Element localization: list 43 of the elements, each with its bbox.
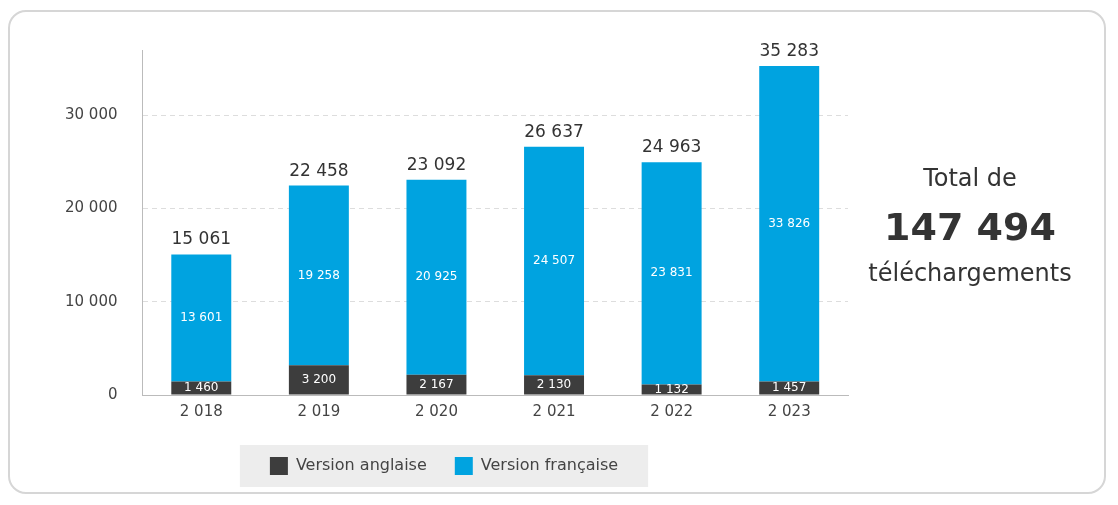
data-label: 1 132 [654, 381, 689, 396]
bar [524, 375, 585, 395]
x-tick-label: 2 023 [767, 401, 811, 420]
data-label: 1 460 [184, 380, 219, 395]
bar [759, 66, 820, 382]
x-tick-label: 2 019 [297, 401, 341, 420]
data-label: 1 457 [772, 380, 807, 395]
data-label: 3 200 [301, 371, 337, 386]
bar [524, 146, 585, 376]
text: téléchargements [868, 259, 1072, 288]
legend-label: Version française [480, 455, 619, 475]
y-tick-label: 0 [107, 384, 118, 403]
legend-label: Version anglaise [295, 455, 427, 475]
y-tick-label: 20 000 [64, 198, 118, 217]
x-tick-label: 2 018 [179, 401, 223, 420]
total-label: 24 963 [641, 136, 702, 157]
bar [406, 179, 467, 375]
bar [759, 381, 820, 395]
text: Total de [922, 164, 1017, 193]
data-label: 20 925 [415, 269, 458, 284]
total-label: 15 061 [171, 228, 232, 249]
bar [641, 162, 702, 385]
y-tick-label: 30 000 [64, 105, 118, 124]
y-tick-label: 10 000 [64, 291, 118, 310]
data-label: 24 507 [533, 253, 576, 268]
data-label: 2 167 [419, 376, 454, 391]
data-label: 13 601 [180, 310, 223, 325]
bar [171, 254, 232, 382]
x-tick-label: 2 020 [414, 401, 458, 420]
text: 147 494 [884, 204, 1056, 249]
total-label: 23 092 [406, 153, 467, 174]
bar [288, 365, 349, 395]
total-label: 22 458 [289, 159, 349, 180]
data-label: 19 258 [297, 267, 340, 282]
bar [406, 374, 467, 395]
total-label: 35 283 [759, 39, 819, 60]
data-label: 33 826 [768, 215, 811, 230]
data-label: 23 831 [650, 265, 693, 280]
bar [288, 185, 349, 366]
x-tick-label: 2 021 [532, 401, 576, 420]
data-label: 2 130 [536, 376, 572, 391]
x-tick-label: 2 022 [650, 401, 694, 420]
total-label: 26 637 [524, 120, 584, 141]
